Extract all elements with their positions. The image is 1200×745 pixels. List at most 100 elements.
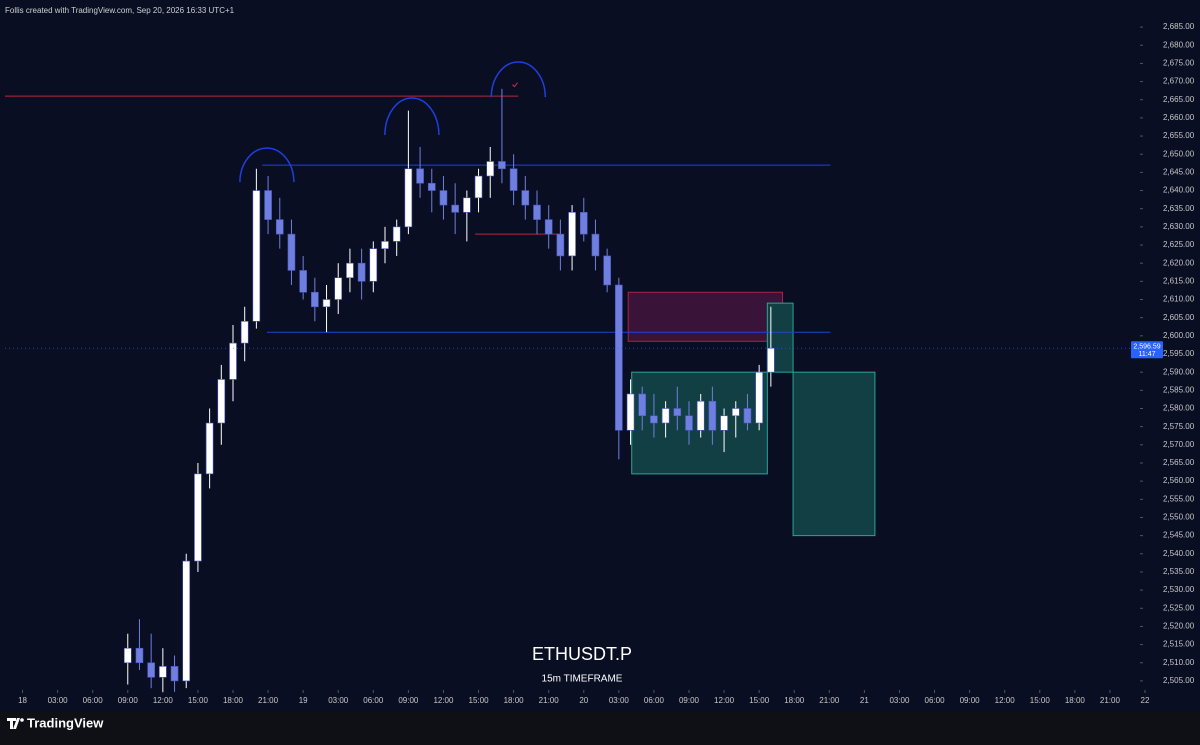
x-tick-label: 22 [1141,696,1150,705]
x-tick-label: 21:00 [1100,696,1121,705]
zone [792,371,876,537]
logo-icon [7,718,20,729]
x-tick-label: 15:00 [469,696,490,705]
candle-body [369,248,378,282]
candle-body [696,400,705,431]
y-tick-label: 2,545.00 [1163,531,1195,540]
x-tick-label: 09:00 [398,696,419,705]
candle-body [287,233,296,271]
candle-body [229,342,237,380]
x-tick-label: 19 [299,696,308,705]
x-tick-label: 12:00 [153,696,174,705]
x-tick-label: 12:00 [433,696,454,705]
candle-body [451,204,459,213]
y-tick-label: 2,660.00 [1163,113,1195,122]
logo-text: TradingView [27,715,104,730]
countdown: 11:47 [1139,351,1156,358]
y-tick-label: 2,585.00 [1163,385,1195,394]
candle-body [240,321,249,344]
y-tick-label: 2,620.00 [1163,258,1195,267]
y-tick-label: 2,570.00 [1163,440,1195,449]
x-tick-label: 03:00 [609,696,630,705]
y-tick-label: 2,575.00 [1163,422,1195,431]
y-tick-label: 2,630.00 [1163,222,1195,231]
y-tick-label: 2,520.00 [1163,622,1195,631]
y-tick-label: 2,665.00 [1163,95,1195,104]
candle-body [170,666,179,682]
candle-body [743,408,752,424]
candle-body [615,284,623,431]
candle-body [182,560,191,682]
x-tick-label: 03:00 [48,696,69,705]
candle-body [404,168,413,228]
x-tick-label: 03:00 [889,696,910,705]
y-tick-label: 2,525.00 [1163,603,1195,612]
candle-body [264,190,272,220]
x-tick-label: 12:00 [714,696,735,705]
y-tick-label: 2,560.00 [1163,476,1195,485]
candle-body [123,647,132,664]
x-tick-label: 20 [579,696,588,705]
candle-body [661,408,670,424]
check-icon [512,82,518,88]
candle-body [509,168,518,191]
y-tick-label: 2,640.00 [1163,186,1195,195]
header-text: Follis created with TradingView.com, Sep… [5,6,235,15]
x-tick-label: 21:00 [539,696,560,705]
candle-body [322,299,331,308]
candle-body [392,226,401,242]
x-tick-label: 09:00 [960,696,981,705]
candle-body [544,219,553,235]
candle-body [498,161,506,170]
y-tick-label: 2,600.00 [1163,331,1195,340]
candle-body [334,277,343,300]
last-price-label: 2,596.59 [1133,344,1160,351]
candle-body [603,255,611,286]
candle-body [673,408,682,417]
candle-body [521,190,530,206]
x-tick-label: 06:00 [644,696,665,705]
candle-body [755,371,763,424]
candle-body [311,291,319,308]
candle-body [486,161,495,177]
y-tick-label: 2,655.00 [1163,131,1195,140]
candle-body [357,262,366,282]
candle-body [638,393,647,417]
y-tick-label: 2,625.00 [1163,240,1195,249]
y-tick-label: 2,635.00 [1163,204,1195,213]
tradingview-logo: TradingView [7,715,104,730]
y-tick-label: 2,505.00 [1163,676,1195,685]
y-tick-label: 2,670.00 [1163,77,1195,86]
candle-body [439,190,448,206]
x-tick-label: 18:00 [504,696,525,705]
candle-body [685,415,693,431]
y-tick-label: 2,675.00 [1163,59,1195,68]
x-tick-label: 15:00 [188,696,209,705]
candle-body [346,262,354,279]
candle-body [416,168,424,184]
candle-body [708,400,717,431]
candle-body [591,233,600,257]
y-tick-label: 2,540.00 [1163,549,1195,558]
x-tick-label: 21:00 [258,696,279,705]
candle-body [474,175,483,199]
y-tick-label: 2,510.00 [1163,658,1195,667]
y-tick-label: 2,590.00 [1163,367,1195,376]
y-tick-label: 2,555.00 [1163,494,1195,503]
y-tick-label: 2,685.00 [1163,22,1195,31]
x-tick-label: 18 [18,696,27,705]
candle-body [731,408,740,417]
chart-subtitle: 15m TIMEFRAME [542,674,623,685]
x-tick-label: 03:00 [328,696,349,705]
y-tick-label: 2,645.00 [1163,167,1195,176]
candle-body [299,270,307,293]
candle-body [568,212,576,257]
candle-body [626,393,635,431]
y-tick-label: 2,650.00 [1163,149,1195,158]
candle-body [159,666,167,678]
x-tick-label: 21:00 [819,696,840,705]
y-tick-label: 2,595.00 [1163,349,1195,358]
candle-body [275,219,284,235]
